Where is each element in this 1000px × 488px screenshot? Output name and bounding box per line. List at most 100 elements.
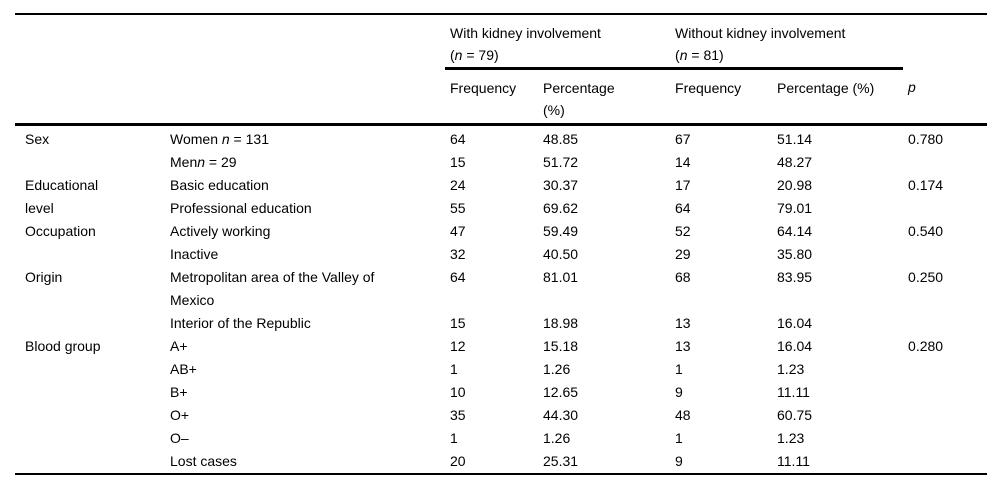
text-segment: Metropolitan area of the Valley of Mexic… — [170, 269, 375, 308]
category-cell: Educational level — [25, 177, 99, 216]
percentage-with-cell: 40.50 — [543, 246, 579, 262]
text-segment: ( — [450, 47, 455, 63]
subcategory-cell: Lost cases — [168, 450, 445, 474]
subcategory-cell: AB+ — [168, 358, 445, 381]
text-segment: Men — [170, 154, 198, 170]
percentage-without-cell: 64.14 — [777, 223, 813, 239]
subcategory-cell: Professional education — [168, 197, 445, 220]
subcategory-cell: Metropolitan area of the Valley of Mexic… — [168, 266, 445, 312]
table-row: B+ 10 12.65 9 11.11 — [15, 381, 987, 404]
text-segment: O– — [170, 430, 189, 446]
table-row: Menn = 29 15 51.72 14 48.27 — [15, 151, 987, 174]
percentage-with-cell: 25.31 — [543, 453, 579, 469]
column-header-frequency-with: Frequency — [445, 68, 540, 126]
column-header-row: Frequency Percentage (%) Frequency Perce… — [15, 68, 988, 126]
frequency-without-cell: 48 — [675, 407, 691, 423]
category-cell: Origin — [25, 269, 63, 285]
percentage-without-cell: 20.98 — [777, 177, 813, 193]
table-row: AB+ 1 1.26 1 1.23 — [15, 358, 987, 381]
percentage-without-cell: 79.01 — [777, 200, 813, 216]
frequency-without-cell: 9 — [675, 384, 683, 400]
frequency-without-cell: 52 — [675, 223, 691, 239]
frequency-with-cell: 12 — [450, 338, 466, 354]
frequency-without-cell: 1 — [675, 430, 683, 446]
frequency-with-cell: 24 — [450, 177, 466, 193]
frequency-without-cell: 67 — [675, 131, 691, 147]
subcategory-cell: O+ — [168, 404, 445, 427]
text-segment: = 29 — [205, 154, 237, 170]
p-value-cell — [903, 427, 987, 450]
text-segment: = 131 — [229, 131, 269, 147]
column-header-p-value: p — [903, 68, 988, 126]
text-segment: Women — [170, 131, 222, 147]
empty-header-cell — [15, 68, 168, 126]
column-header-frequency-without: Frequency — [670, 68, 773, 126]
frequency-with-cell: 47 — [450, 223, 466, 239]
frequency-without-cell: 29 — [675, 246, 691, 262]
category-cell: Occupation — [25, 223, 96, 239]
percentage-with-cell: 1.26 — [543, 430, 571, 446]
frequency-with-cell: 15 — [450, 315, 466, 331]
table-row: Inactive 32 40.50 29 35.80 — [15, 243, 987, 266]
text-segment: A+ — [170, 338, 188, 354]
table-row: O– 1 1.26 1 1.23 — [15, 427, 987, 450]
percentage-without-cell: 1.23 — [777, 361, 805, 377]
text-segment: = 79) — [462, 47, 499, 63]
p-value-cell — [903, 358, 987, 381]
percentage-with-cell: 1.26 — [543, 361, 571, 377]
frequency-with-cell: 15 — [450, 154, 466, 170]
percentage-with-cell: 15.18 — [543, 338, 579, 354]
percentage-with-cell: 59.49 — [543, 223, 579, 239]
empty-header-cell — [168, 14, 445, 69]
text-segment: Inactive — [170, 246, 219, 262]
text-segment: Professional education — [170, 200, 312, 216]
subcategory-cell: A+ — [168, 335, 445, 358]
p-value-cell — [903, 312, 987, 335]
frequency-without-cell: 1 — [675, 361, 683, 377]
subcategory-cell: Inactive — [168, 243, 445, 266]
percentage-without-cell: 60.75 — [777, 407, 813, 423]
percentage-with-cell: 18.98 — [543, 315, 579, 331]
p-value-cell: 0.780 — [908, 131, 944, 147]
percentage-with-cell: 48.85 — [543, 131, 579, 147]
frequency-without-cell: 68 — [675, 269, 691, 285]
table-row: Sex Women n = 131 64 48.85 67 51.14 0.780 — [15, 125, 987, 152]
empty-header-cell — [168, 68, 445, 126]
frequency-with-cell: 35 — [450, 407, 466, 423]
table-row: O+ 35 44.30 48 60.75 — [15, 404, 987, 427]
frequency-with-cell: 20 — [450, 453, 466, 469]
percentage-with-cell: 30.37 — [543, 177, 579, 193]
table-body: Sex Women n = 131 64 48.85 67 51.14 0.780 Menn … — [15, 125, 987, 475]
frequency-with-cell: 10 — [450, 384, 466, 400]
table-row: Blood group A+ 12 15.18 13 16.04 0.280 — [15, 335, 987, 358]
percentage-without-cell: 48.27 — [777, 154, 813, 170]
p-value-cell — [903, 450, 987, 474]
text-segment: Actively working — [170, 223, 271, 239]
group-header-with-kidney: With kidney involvement (n = 79) — [445, 14, 671, 70]
p-value-cell — [903, 197, 987, 220]
group-n-count: (n = 81) — [675, 44, 903, 66]
category-cell: Blood group — [25, 338, 101, 354]
demographics-comparison-table: With kidney involvement (n = 79) Without… — [15, 13, 988, 475]
column-header-percentage-without: Percentage (%) — [772, 68, 904, 126]
text-segment: O+ — [170, 407, 190, 423]
group-header-row: With kidney involvement (n = 79) Without… — [15, 14, 987, 70]
table-row: Interior of the Republic 15 18.98 13 16.04 — [15, 312, 987, 335]
frequency-with-cell: 64 — [450, 269, 466, 285]
italic-n-symbol: n — [454, 47, 463, 63]
text-segment: Lost cases — [170, 453, 237, 469]
percentage-without-cell: 16.04 — [777, 338, 813, 354]
frequency-with-cell: 55 — [450, 200, 466, 216]
percentage-without-cell: 11.11 — [777, 384, 810, 400]
italic-n-symbol: n — [221, 131, 230, 147]
table-row: Lost cases 20 25.31 9 11.11 — [15, 450, 987, 474]
frequency-with-cell: 1 — [450, 361, 458, 377]
text-segment: ( — [675, 47, 680, 63]
percentage-with-cell: 44.30 — [543, 407, 579, 423]
subcategory-cell: Actively working — [168, 220, 445, 243]
frequency-without-cell: 14 — [675, 154, 691, 170]
text-segment: Basic education — [170, 177, 269, 193]
frequency-with-cell: 32 — [450, 246, 466, 262]
column-header-percentage-with: Percentage (%) — [540, 68, 671, 126]
